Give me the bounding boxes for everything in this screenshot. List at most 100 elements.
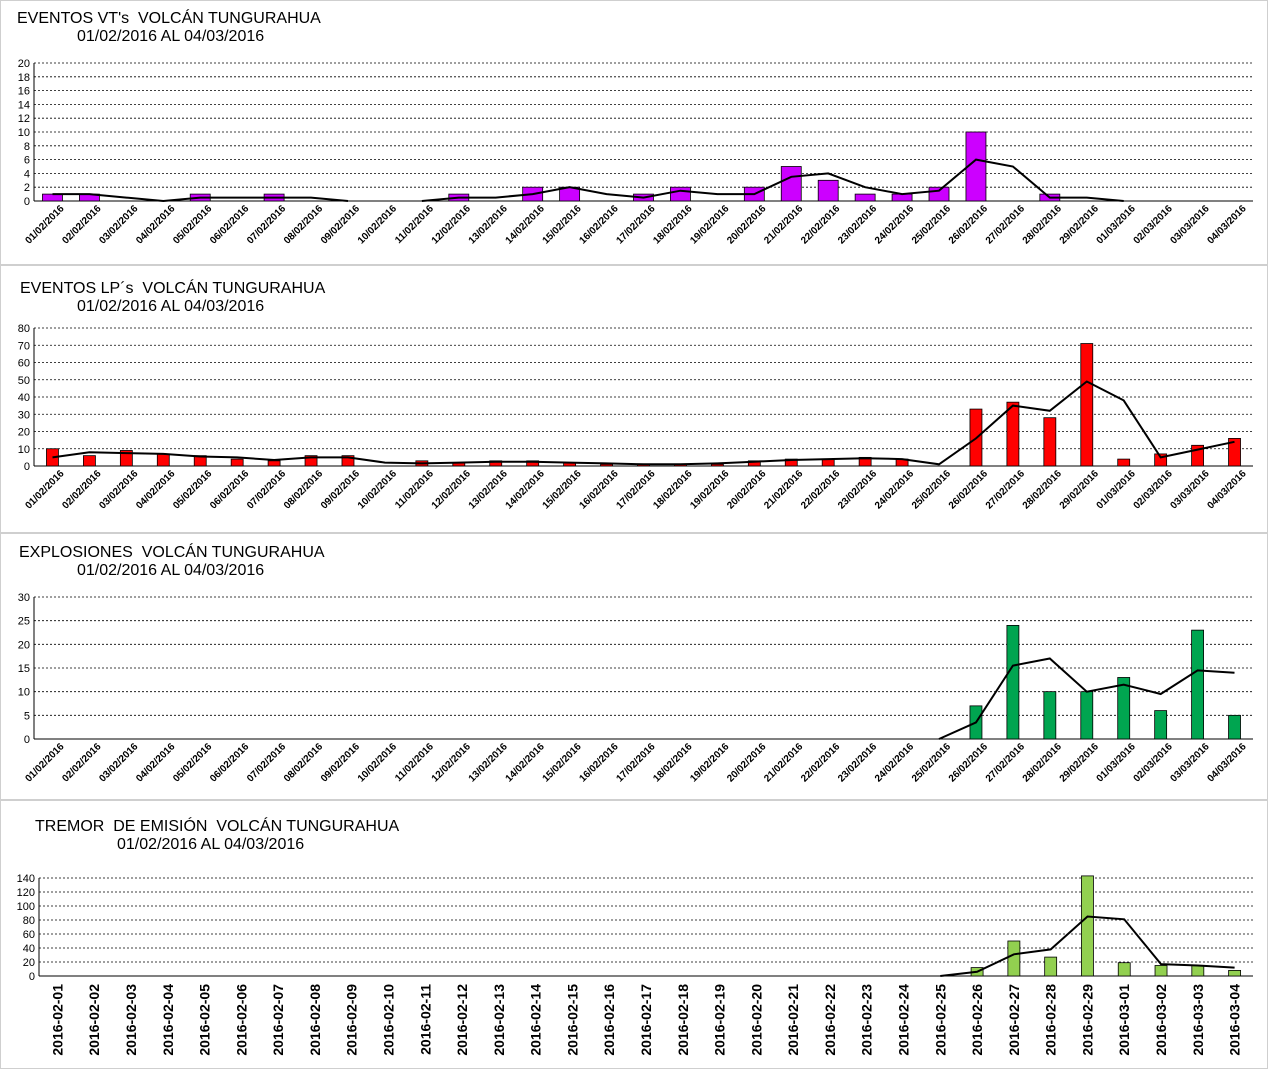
x-tick-label: 2016-03-03	[1190, 984, 1206, 1056]
bar	[1081, 875, 1094, 977]
x-tick-label: 2016-02-25	[932, 984, 948, 1056]
x-tick-label: 2016-02-28	[1043, 984, 1059, 1056]
bar	[341, 455, 355, 467]
trend-line	[938, 657, 1235, 740]
chart-title-explosions: EXPLOSIONES VOLCÁN TUNGURAHUA	[19, 544, 325, 561]
x-tick-label: 2016-02-27	[1006, 984, 1022, 1056]
y-tick-label: 18	[18, 72, 30, 84]
y-tick-label: 5	[24, 710, 30, 722]
x-tick-label: 2016-02-03	[123, 984, 139, 1056]
chart-title-lp: EVENTOS LP´s VOLCÁN TUNGURAHUA	[20, 280, 326, 297]
x-tick-label: 2016-02-05	[197, 984, 213, 1056]
bar	[83, 455, 96, 467]
y-tick-label: 25	[18, 616, 30, 628]
y-tick-label: 0	[24, 196, 30, 208]
x-tick-label: 2016-02-07	[270, 984, 286, 1056]
bar	[928, 186, 950, 202]
x-tick-label: 2016-02-12	[454, 984, 470, 1056]
y-tick-label: 120	[17, 887, 35, 899]
x-tick-label: 10/02/2016	[356, 203, 399, 246]
x-tick-label: 2016-02-24	[896, 984, 912, 1056]
chart-title-vt: EVENTOS VT's VOLCÁN TUNGURAHUA	[17, 10, 321, 27]
x-tick-label: 04/03/2016	[1205, 741, 1248, 784]
bar	[1228, 714, 1241, 740]
bar	[1154, 965, 1168, 977]
x-tick-label: 2016-02-18	[675, 984, 691, 1056]
x-tick-label: 2016-02-19	[712, 984, 728, 1056]
chart-panel-lp: EVENTOS LP´s VOLCÁN TUNGURAHUA 01/02/201…	[0, 265, 1268, 533]
chart-lp: 0102030405060708001/02/201602/02/201603/…	[18, 323, 1253, 512]
x-tick-label: 04/03/2016	[1205, 468, 1248, 511]
y-tick-label: 30	[18, 592, 30, 604]
chart-panel-tremor: TREMOR DE EMISIÓN VOLCÁN TUNGURAHUA 01/0…	[0, 800, 1268, 1069]
bar	[1117, 458, 1131, 467]
y-tick-label: 40	[18, 392, 30, 404]
y-tick-label: 10	[18, 687, 30, 699]
x-tick-label: 2016-02-11	[417, 984, 433, 1055]
bar	[854, 193, 876, 202]
y-tick-label: 20	[18, 427, 30, 439]
x-tick-label: 2016-02-23	[859, 984, 875, 1056]
y-tick-label: 8	[24, 141, 30, 153]
bar	[670, 186, 691, 202]
chart-explosions: 05101520253001/02/201602/02/201603/02/20…	[18, 592, 1253, 785]
x-tick-label: 2016-02-04	[160, 984, 176, 1056]
bar	[267, 460, 281, 467]
y-tick-label: 15	[18, 663, 30, 675]
x-tick-label: 2016-02-06	[233, 984, 249, 1056]
bar	[600, 463, 613, 467]
bar	[965, 131, 987, 202]
x-tick-label: 2016-02-02	[86, 984, 102, 1056]
x-tick-label: 2016-02-15	[564, 984, 580, 1056]
x-tick-label: 04/03/2016	[1205, 203, 1248, 246]
y-tick-label: 40	[23, 943, 35, 955]
bar	[1117, 677, 1131, 740]
bar	[1191, 965, 1205, 977]
x-tick-label: 2016-02-09	[344, 984, 360, 1056]
x-tick-label: 10/02/2016	[356, 741, 399, 784]
bar	[119, 450, 133, 467]
bar	[891, 193, 913, 202]
bar	[1080, 343, 1094, 467]
y-tick-label: 14	[18, 99, 30, 111]
y-tick-label: 20	[18, 639, 30, 651]
x-tick-label: 2016-03-02	[1153, 984, 1169, 1056]
x-tick-label: 2016-02-29	[1079, 984, 1095, 1056]
y-tick-label: 2	[24, 182, 30, 194]
x-tick-label: 2016-02-01	[49, 984, 65, 1056]
x-tick-label: 2016-02-14	[528, 984, 544, 1056]
chart-tremor: 0 20 40 60 80 100 120 140 2016-02-01 2016-02-02 20…	[17, 873, 1253, 1056]
trend-line	[421, 158, 1124, 202]
trend-line	[940, 915, 1235, 977]
chart-panel-explosions: EXPLOSIONES VOLCÁN TUNGURAHUA 01/02/2016…	[0, 533, 1268, 800]
x-tick-label: 2016-02-26	[969, 984, 985, 1056]
bar	[156, 453, 170, 467]
trend-line	[52, 193, 349, 203]
bar	[780, 166, 802, 202]
x-tick-label: 2016-02-13	[491, 984, 507, 1056]
chart-subtitle-tremor: 01/02/2016 AL 04/03/2016	[117, 836, 305, 853]
y-tick-label: 20	[18, 58, 30, 70]
bar	[1228, 437, 1241, 467]
bar	[1006, 401, 1020, 467]
y-tick-label: 6	[24, 155, 30, 167]
y-tick-label: 20	[23, 957, 35, 969]
chart-panel-vt: EVENTOS VT's VOLCÁN TUNGURAHUA 01/02/201…	[0, 0, 1268, 265]
bar	[1191, 629, 1204, 740]
y-tick-label: 0	[24, 461, 30, 473]
bar	[304, 455, 318, 467]
x-tick-label: 2016-03-04	[1227, 984, 1243, 1056]
bar	[1044, 956, 1058, 977]
x-tick-label: 2016-02-20	[748, 984, 764, 1056]
bar	[1154, 710, 1168, 740]
y-tick-label: 12	[18, 113, 30, 125]
bar	[710, 463, 724, 467]
bar	[1228, 969, 1242, 977]
y-tick-label: 100	[17, 901, 35, 913]
bar	[1007, 940, 1021, 977]
y-tick-label: 30	[18, 409, 30, 421]
bar	[1043, 691, 1057, 740]
chart-vt: 0246810121416182001/02/201602/02/201603/…	[18, 58, 1253, 247]
bar	[230, 458, 244, 467]
x-tick-label: 10/02/2016	[356, 468, 399, 511]
